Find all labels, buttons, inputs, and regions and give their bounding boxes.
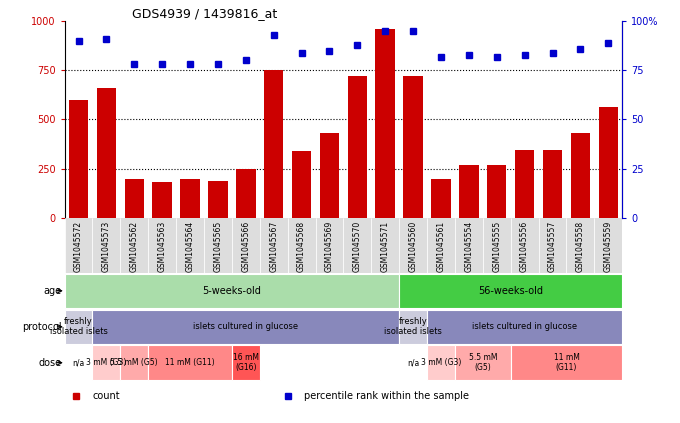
Text: 11 mM
(G11): 11 mM (G11): [554, 353, 579, 372]
Text: age: age: [44, 286, 62, 296]
Bar: [487, 165, 507, 218]
Text: GSM1045554: GSM1045554: [464, 221, 473, 272]
Bar: [92, 310, 399, 344]
Bar: [571, 133, 590, 218]
Text: percentile rank within the sample: percentile rank within the sample: [305, 391, 469, 401]
Bar: [594, 218, 622, 273]
Bar: [65, 346, 92, 380]
Bar: [69, 100, 88, 218]
Text: islets cultured in glucose: islets cultured in glucose: [193, 322, 299, 331]
Text: GSM1045564: GSM1045564: [186, 221, 194, 272]
Text: GSM1045557: GSM1045557: [548, 221, 557, 272]
Bar: [92, 346, 120, 380]
Bar: [152, 182, 172, 218]
Text: GSM1045556: GSM1045556: [520, 221, 529, 272]
Bar: [292, 151, 311, 218]
Text: n/a: n/a: [72, 358, 85, 367]
Bar: [399, 218, 427, 273]
Bar: [92, 218, 120, 273]
Text: GSM1045570: GSM1045570: [353, 221, 362, 272]
Bar: [288, 218, 316, 273]
Bar: [148, 218, 176, 273]
Text: 11 mM (G11): 11 mM (G11): [165, 358, 215, 367]
Bar: [343, 218, 371, 273]
Bar: [97, 88, 116, 218]
Bar: [455, 218, 483, 273]
Bar: [427, 346, 455, 380]
Bar: [375, 29, 395, 218]
Bar: [543, 150, 562, 218]
Bar: [399, 274, 622, 308]
Bar: [208, 181, 228, 218]
Bar: [371, 218, 399, 273]
Bar: [431, 179, 451, 218]
Bar: [180, 179, 200, 218]
Bar: [260, 218, 288, 273]
Text: GSM1045562: GSM1045562: [130, 221, 139, 272]
Bar: [264, 70, 284, 218]
Text: count: count: [92, 391, 120, 401]
Text: dose: dose: [39, 358, 62, 368]
Bar: [515, 150, 534, 218]
Bar: [204, 218, 232, 273]
Text: 56-weeks-old: 56-weeks-old: [478, 286, 543, 296]
Bar: [399, 346, 427, 380]
Bar: [539, 218, 566, 273]
Bar: [65, 218, 92, 273]
Text: GSM1045560: GSM1045560: [409, 221, 418, 272]
Text: 3 mM (G3): 3 mM (G3): [86, 358, 126, 367]
Text: GSM1045565: GSM1045565: [214, 221, 222, 272]
Bar: [399, 310, 427, 344]
Bar: [236, 169, 256, 218]
Text: 16 mM
(G16): 16 mM (G16): [233, 353, 259, 372]
Text: freshly
isolated islets: freshly isolated islets: [50, 317, 107, 336]
Text: GSM1045555: GSM1045555: [492, 221, 501, 272]
Text: n/a: n/a: [407, 358, 420, 367]
Text: freshly
isolated islets: freshly isolated islets: [384, 317, 442, 336]
Text: GSM1045568: GSM1045568: [297, 221, 306, 272]
Text: GSM1045558: GSM1045558: [576, 221, 585, 272]
Bar: [316, 218, 343, 273]
Text: 3 mM (G3): 3 mM (G3): [421, 358, 461, 367]
Bar: [347, 76, 367, 218]
Bar: [148, 346, 232, 380]
Bar: [232, 218, 260, 273]
Text: 5.5 mM (G5): 5.5 mM (G5): [110, 358, 158, 367]
Bar: [427, 218, 455, 273]
Bar: [455, 346, 511, 380]
Bar: [176, 218, 204, 273]
Bar: [566, 218, 594, 273]
Bar: [320, 133, 339, 218]
Bar: [511, 346, 622, 380]
Bar: [65, 310, 92, 344]
Text: 5.5 mM
(G5): 5.5 mM (G5): [469, 353, 497, 372]
Bar: [124, 179, 144, 218]
Bar: [427, 310, 622, 344]
Text: GSM1045563: GSM1045563: [158, 221, 167, 272]
Bar: [511, 218, 539, 273]
Text: GSM1045569: GSM1045569: [325, 221, 334, 272]
Text: GSM1045559: GSM1045559: [604, 221, 613, 272]
Text: islets cultured in glucose: islets cultured in glucose: [472, 322, 577, 331]
Text: GSM1045561: GSM1045561: [437, 221, 445, 272]
Text: GSM1045566: GSM1045566: [241, 221, 250, 272]
Bar: [459, 165, 479, 218]
Bar: [598, 107, 618, 218]
Text: GSM1045571: GSM1045571: [381, 221, 390, 272]
Text: 5-weeks-old: 5-weeks-old: [203, 286, 261, 296]
Text: protocol: protocol: [22, 322, 62, 332]
Bar: [483, 218, 511, 273]
Bar: [65, 274, 399, 308]
Text: GDS4939 / 1439816_at: GDS4939 / 1439816_at: [131, 7, 277, 20]
Text: GSM1045567: GSM1045567: [269, 221, 278, 272]
Text: GSM1045573: GSM1045573: [102, 221, 111, 272]
Bar: [120, 218, 148, 273]
Bar: [232, 346, 260, 380]
Text: GSM1045572: GSM1045572: [74, 221, 83, 272]
Bar: [120, 346, 148, 380]
Bar: [403, 76, 423, 218]
